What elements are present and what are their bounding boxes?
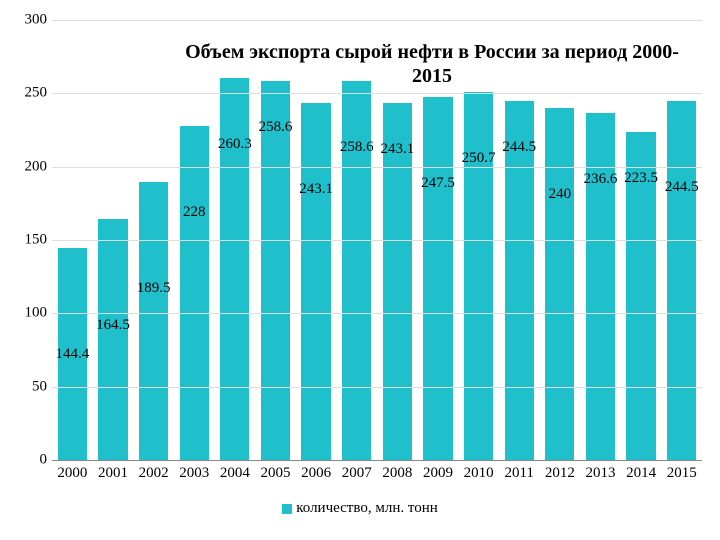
bar-value-label: 240 — [549, 186, 572, 203]
x-tick-label: 2014 — [626, 465, 656, 482]
x-tick-label: 2000 — [57, 465, 87, 482]
y-tick-label: 250 — [12, 85, 47, 102]
x-tick-label: 2008 — [382, 465, 412, 482]
x-tick-label: 2005 — [260, 465, 290, 482]
bar-value-label: 144.4 — [55, 346, 89, 363]
bar-value-label: 189.5 — [137, 280, 171, 297]
bar — [545, 108, 574, 460]
gridline — [52, 167, 702, 168]
legend: количество, млн. тонн — [0, 500, 720, 517]
gridline — [52, 20, 702, 21]
bar-value-label: 164.5 — [96, 317, 130, 334]
legend-label: количество, млн. тонн — [296, 500, 438, 516]
x-tick-label: 2004 — [220, 465, 250, 482]
bar — [667, 101, 696, 460]
bar-value-label: 258.6 — [340, 139, 374, 156]
bar-value-label: 258.6 — [259, 119, 293, 136]
bar-value-label: 244.5 — [665, 179, 699, 196]
x-tick-label: 2011 — [504, 465, 533, 482]
bar — [342, 81, 371, 460]
bar — [98, 219, 127, 460]
bar — [139, 182, 168, 460]
gridline — [52, 313, 702, 314]
y-tick-label: 0 — [12, 452, 47, 469]
y-tick-label: 150 — [12, 232, 47, 249]
bar-value-label: 223.5 — [624, 170, 658, 187]
x-tick-label: 2001 — [98, 465, 128, 482]
bar-value-label: 243.1 — [380, 141, 414, 158]
x-tick-label: 2012 — [545, 465, 575, 482]
y-tick-label: 200 — [12, 158, 47, 175]
chart-container: Объем экспорта сырой нефти в России за п… — [0, 0, 720, 540]
x-tick-label: 2003 — [179, 465, 209, 482]
bar-value-label: 228 — [183, 204, 206, 221]
x-tick-label: 2009 — [423, 465, 453, 482]
gridline — [52, 240, 702, 241]
bar-value-label: 260.3 — [218, 136, 252, 153]
y-tick-label: 100 — [12, 305, 47, 322]
y-tick-label: 50 — [12, 378, 47, 395]
bar — [586, 113, 615, 460]
gridline — [52, 93, 702, 94]
bar — [301, 103, 330, 460]
bar-value-label: 243.1 — [299, 181, 333, 198]
bar-value-label: 250.7 — [462, 150, 496, 167]
bar-value-label: 236.6 — [584, 171, 618, 188]
y-tick-label: 300 — [12, 12, 47, 29]
x-tick-label: 2015 — [667, 465, 697, 482]
x-tick-label: 2013 — [585, 465, 615, 482]
x-tick-label: 2007 — [342, 465, 372, 482]
gridline — [52, 387, 702, 388]
bar-value-label: 244.5 — [502, 139, 536, 156]
bar — [423, 97, 452, 460]
chart-title: Объем экспорта сырой нефти в России за п… — [172, 40, 692, 88]
x-tick-label: 2002 — [139, 465, 169, 482]
plot-area: Объем экспорта сырой нефти в России за п… — [52, 20, 702, 461]
bar — [464, 92, 493, 460]
legend-swatch — [282, 504, 292, 514]
bar-value-label: 247.5 — [421, 175, 455, 192]
bar — [261, 81, 290, 460]
x-tick-label: 2010 — [464, 465, 494, 482]
x-tick-label: 2006 — [301, 465, 331, 482]
bar — [180, 126, 209, 460]
